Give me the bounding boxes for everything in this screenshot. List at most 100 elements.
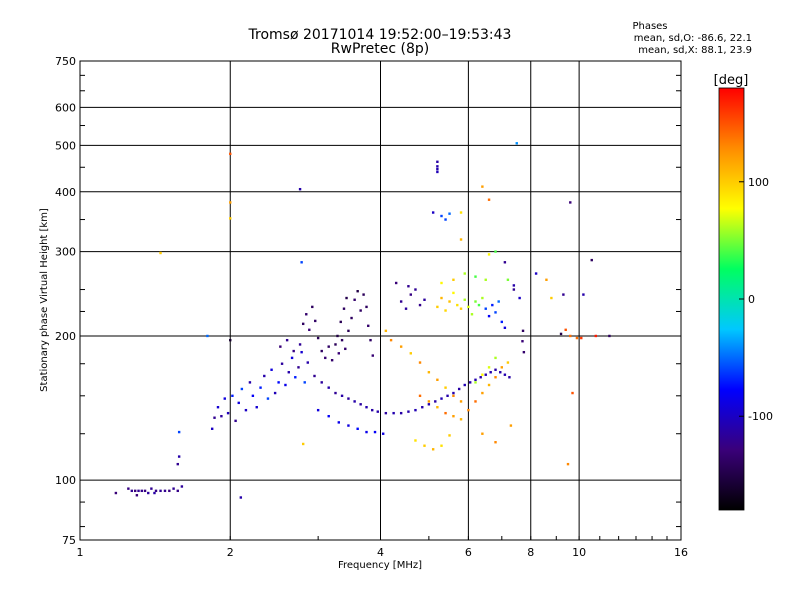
- data-point: [130, 489, 134, 493]
- data-point: [279, 345, 282, 348]
- data-point: [487, 253, 491, 256]
- data-point: [376, 410, 379, 413]
- data-point: [345, 296, 348, 300]
- data-point: [347, 424, 350, 427]
- data-point: [399, 300, 403, 303]
- y-tick-label: 300: [55, 246, 76, 259]
- y-axis-label: Stationary phase Virtual Height [km]: [39, 208, 50, 392]
- axes: 1 2 4 6 8 10 16 75 100 200 300 400 500 600 750: [55, 55, 688, 559]
- data-point: [414, 408, 417, 412]
- data-point: [140, 489, 144, 493]
- data-point: [427, 400, 431, 403]
- data-point: [459, 400, 463, 403]
- data-point: [229, 338, 232, 342]
- data-point: [210, 427, 214, 431]
- data-point: [487, 366, 491, 369]
- y-tick-label: 500: [55, 139, 76, 152]
- data-point: [545, 278, 548, 281]
- data-point: [353, 298, 356, 301]
- data-point: [521, 329, 525, 333]
- colorbar-tick-label: -100: [748, 410, 773, 423]
- x-tick-label: 2: [227, 546, 234, 559]
- data-point: [477, 303, 481, 307]
- data-point: [494, 368, 497, 371]
- data-point: [365, 406, 368, 409]
- data-point: [371, 408, 374, 412]
- chart-title-line1: Tromsø 20171014 19:52:00–19:53:43: [248, 27, 512, 43]
- data-point: [172, 487, 175, 490]
- data-point: [518, 296, 521, 300]
- data-point: [499, 371, 502, 374]
- data-point: [284, 383, 287, 387]
- data-point: [301, 322, 305, 326]
- colorbar-tick-label: 100: [748, 176, 769, 189]
- data-point: [248, 381, 252, 384]
- colorbar-label: [deg]: [714, 73, 749, 88]
- data-point: [150, 487, 153, 490]
- data-point: [334, 343, 337, 346]
- data-point: [280, 362, 284, 365]
- colorbar-tick-label: 0: [748, 293, 755, 306]
- data-point: [494, 356, 497, 360]
- data-point: [562, 293, 565, 296]
- data-point: [342, 307, 346, 310]
- data-point: [448, 434, 451, 437]
- data-point: [467, 408, 470, 412]
- data-point: [440, 214, 443, 218]
- data-point: [176, 489, 179, 493]
- data-point: [308, 328, 311, 332]
- data-point: [237, 401, 240, 405]
- y-tick-label: 750: [55, 55, 76, 68]
- data-point: [500, 366, 504, 369]
- data-point: [484, 373, 487, 376]
- data-point: [474, 300, 477, 303]
- data-point: [226, 411, 230, 415]
- data-point: [347, 397, 350, 400]
- x-tick-label: 1: [77, 546, 84, 559]
- data-point: [474, 400, 477, 403]
- data-point: [311, 305, 314, 309]
- data-point: [474, 381, 477, 384]
- data-point: [336, 334, 339, 338]
- data-point: [159, 251, 162, 255]
- data-point: [431, 211, 435, 214]
- data-point: [356, 427, 359, 431]
- data-point: [481, 373, 484, 376]
- data-point: [316, 336, 320, 340]
- data-point: [384, 329, 388, 333]
- data-point: [594, 334, 598, 338]
- data-point: [582, 293, 585, 296]
- data-point: [481, 391, 484, 395]
- data-point: [500, 320, 504, 324]
- phases-title: Phases: [632, 21, 668, 32]
- data-point: [306, 361, 309, 364]
- data-point: [467, 305, 470, 309]
- x-tick-label: 6: [465, 546, 472, 559]
- data-point: [494, 376, 497, 379]
- data-point: [452, 291, 455, 295]
- data-point: [180, 485, 184, 488]
- data-point: [287, 371, 290, 374]
- data-point: [421, 406, 424, 409]
- y-tick-label: 600: [55, 101, 76, 114]
- data-point: [423, 444, 426, 447]
- data-point: [414, 288, 417, 291]
- data-point: [266, 397, 270, 400]
- data-point: [575, 336, 579, 340]
- data-point: [515, 142, 518, 145]
- data-point: [367, 324, 370, 328]
- data-point: [229, 201, 232, 204]
- data-point: [481, 185, 484, 188]
- data-point: [590, 258, 593, 262]
- data-point: [481, 432, 484, 435]
- data-point: [481, 296, 484, 300]
- x-tick-label: 16: [674, 546, 688, 559]
- data-point: [339, 320, 342, 324]
- data-point: [503, 326, 507, 330]
- data-point: [440, 397, 443, 400]
- data-point: [206, 334, 209, 338]
- data-point: [298, 187, 302, 191]
- data-point: [494, 250, 497, 253]
